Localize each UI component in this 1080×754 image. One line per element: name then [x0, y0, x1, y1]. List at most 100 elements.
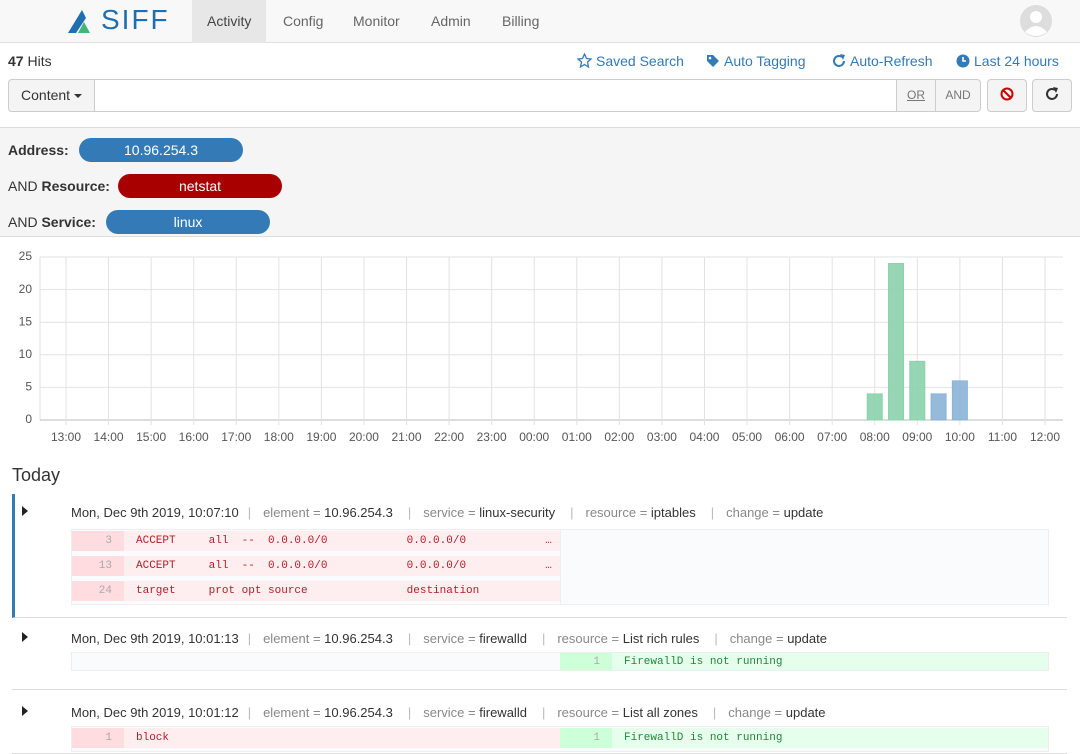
- refresh-button[interactable]: [1032, 79, 1072, 112]
- field-value: update: [785, 705, 826, 720]
- dropdown-label: Content: [21, 87, 71, 103]
- x-tick-label: 22:00: [434, 430, 464, 444]
- x-tick-label: 15:00: [136, 430, 166, 444]
- field-value: 10.96.254.3: [324, 631, 393, 646]
- link-label: Auto-Refresh: [850, 53, 933, 69]
- nav-tab[interactable]: Activity: [192, 0, 267, 43]
- x-tick-label: 21:00: [392, 430, 422, 444]
- event-header: Mon, Dec 9th 2019, 10:07:10 element10.96.…: [71, 505, 829, 520]
- x-tick-label: 03:00: [647, 430, 677, 444]
- event[interactable]: Mon, Dec 9th 2019, 10:01:12 element10.96.…: [12, 694, 1067, 754]
- field-key: resource: [570, 505, 651, 520]
- auto-tagging[interactable]: Auto Tagging: [706, 52, 805, 70]
- diff-line: 13 ACCEPT all -- 0.0.0.0/0 0.0.0.0/0 …: [72, 554, 560, 579]
- event-header: Mon, Dec 9th 2019, 10:01:12 element10.96.…: [71, 705, 832, 720]
- nav-tab[interactable]: Billing: [502, 13, 540, 29]
- field-key: service: [408, 705, 479, 720]
- expand-caret[interactable]: [22, 506, 28, 516]
- saved-search[interactable]: Saved Search: [576, 52, 684, 70]
- search-input[interactable]: [94, 79, 897, 112]
- diff-line: 24 target prot opt source destination: [72, 579, 560, 604]
- line-number: 1: [560, 653, 612, 670]
- filter-prefix: AND: [8, 178, 38, 194]
- y-tick-label: 5: [25, 380, 32, 394]
- field-value: update: [783, 505, 824, 520]
- filter-prefix: AND: [8, 214, 38, 230]
- x-tick-label: 12:00: [1030, 430, 1060, 444]
- line-number: 13: [72, 556, 124, 576]
- field-value: linux-security: [479, 505, 556, 520]
- event-time: Mon, Dec 9th 2019, 10:01:12: [71, 705, 239, 720]
- or-button[interactable]: OR: [896, 79, 936, 112]
- field-value: firewalld: [479, 631, 527, 646]
- y-tick-label: 20: [19, 282, 33, 296]
- logo: SIFF: [101, 4, 170, 35]
- x-tick-label: 20:00: [349, 430, 379, 444]
- filter-pill[interactable]: netstat: [118, 174, 282, 198]
- filter-label: Address:: [8, 142, 69, 158]
- field-value: update: [787, 631, 827, 646]
- field-key: element: [248, 705, 324, 720]
- x-tick-label: 00:00: [519, 430, 549, 444]
- diff: 1 FirewallD is not running: [71, 652, 1049, 671]
- x-tick-label: 19:00: [306, 430, 336, 444]
- field-value: 10.96.254.3: [324, 505, 393, 520]
- line-text: FirewallD is not running: [624, 732, 783, 744]
- field-key: resource: [542, 631, 623, 646]
- nav-tab[interactable]: Monitor: [353, 13, 400, 29]
- time-range[interactable]: Last 24 hours: [956, 52, 1059, 70]
- bar: [930, 393, 947, 421]
- expand-caret[interactable]: [22, 706, 28, 716]
- y-tick-label: 0: [25, 412, 32, 426]
- bar: [866, 393, 883, 421]
- expand-caret[interactable]: [22, 632, 28, 642]
- x-tick-label: 10:00: [945, 430, 975, 444]
- section-heading: Today: [12, 465, 61, 485]
- line-number: 1: [72, 728, 124, 748]
- nav-tab[interactable]: Config: [283, 13, 324, 29]
- diff-line: 1 block: [72, 727, 560, 751]
- and-button[interactable]: AND: [935, 79, 981, 112]
- x-tick-label: 05:00: [732, 430, 762, 444]
- x-tick-label: 01:00: [562, 430, 592, 444]
- auto-refresh[interactable]: Auto-Refresh: [832, 52, 932, 70]
- x-tick-label: 16:00: [179, 430, 209, 444]
- bar: [909, 360, 926, 421]
- x-tick-label: 04:00: [689, 430, 719, 444]
- field-value: 10.96.254.3: [324, 705, 393, 720]
- field-key: element: [248, 631, 324, 646]
- filter-label: Resource:: [41, 178, 110, 194]
- filter-label: Service:: [41, 214, 96, 230]
- filter-pill[interactable]: linux: [106, 210, 270, 234]
- event[interactable]: Mon, Dec 9th 2019, 10:07:10 element10.96.…: [12, 494, 1067, 618]
- diff-line: 3 ACCEPT all -- 0.0.0.0/0 0.0.0.0/0 …: [72, 530, 560, 554]
- link-label: Last 24 hours: [974, 53, 1059, 69]
- content-dropdown[interactable]: Content: [8, 79, 95, 112]
- filter-row: AND Service:: [8, 212, 96, 232]
- line-text: target prot opt source destination: [136, 585, 480, 597]
- event-time: Mon, Dec 9th 2019, 10:01:13: [71, 631, 239, 646]
- clear-button[interactable]: [987, 79, 1027, 112]
- filter-pill[interactable]: 10.96.254.3: [79, 138, 243, 162]
- bar: [951, 380, 968, 421]
- link-label: Saved Search: [596, 53, 684, 69]
- event[interactable]: Mon, Dec 9th 2019, 10:01:13 element10.96.…: [12, 620, 1067, 690]
- field-key: change: [713, 705, 786, 720]
- nav-tab[interactable]: Admin: [431, 13, 471, 29]
- line-text: block: [136, 732, 170, 744]
- x-tick-label: 23:00: [477, 430, 507, 444]
- line-text: ACCEPT all -- 0.0.0.0/0 0.0.0.0/0 …: [136, 535, 552, 547]
- avatar[interactable]: [1019, 4, 1053, 38]
- field-key: change: [711, 505, 784, 520]
- line-number: 1: [560, 728, 612, 748]
- y-tick-label: 25: [19, 249, 33, 263]
- filter-row: AND Resource:: [8, 176, 110, 196]
- event-time: Mon, Dec 9th 2019, 10:07:10: [71, 505, 239, 520]
- link-label: Auto Tagging: [724, 53, 806, 69]
- field-value: List all zones: [622, 705, 698, 720]
- event-header: Mon, Dec 9th 2019, 10:01:13 element10.96.…: [71, 631, 833, 646]
- logo-mark: [68, 10, 90, 33]
- y-tick-label: 10: [19, 347, 33, 361]
- x-tick-label: 06:00: [775, 430, 805, 444]
- diff-line: 1 FirewallD is not running: [560, 653, 1048, 670]
